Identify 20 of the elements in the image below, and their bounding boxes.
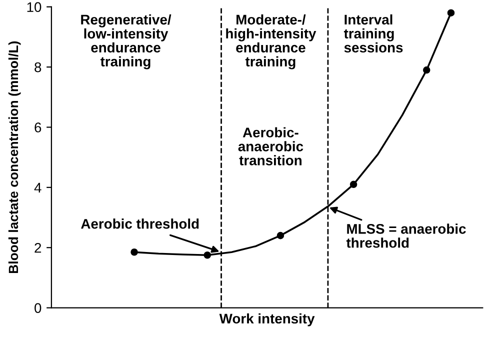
annotation: Aerobic- anaerobic transition xyxy=(238,127,304,166)
y-axis-title: Blood lactate concentration (mmol/L) xyxy=(8,41,21,273)
point xyxy=(447,9,455,16)
y-tick-label: 8 xyxy=(34,62,42,72)
point xyxy=(130,248,138,256)
annotation: Moderate-/ high-intensity endurance training xyxy=(226,14,316,70)
y-tick-label: 4 xyxy=(34,182,42,192)
point xyxy=(422,66,430,74)
y-tick-label: 0 xyxy=(34,303,42,313)
y-tick-label: 6 xyxy=(34,122,42,132)
annotation: Aerobic threshold xyxy=(81,218,199,229)
point xyxy=(204,251,212,259)
y-tick-label: 2 xyxy=(34,242,42,253)
x-axis-title: Work intensity xyxy=(219,313,315,326)
annotation: Regenerative/ low-intensity endurance training xyxy=(81,14,172,70)
y-tick-label: 10 xyxy=(27,2,42,12)
annotation: MLSS = anaerobic threshold xyxy=(346,224,466,248)
point xyxy=(276,232,284,240)
annotation: Interval training sessions xyxy=(344,14,403,53)
point xyxy=(350,180,358,188)
